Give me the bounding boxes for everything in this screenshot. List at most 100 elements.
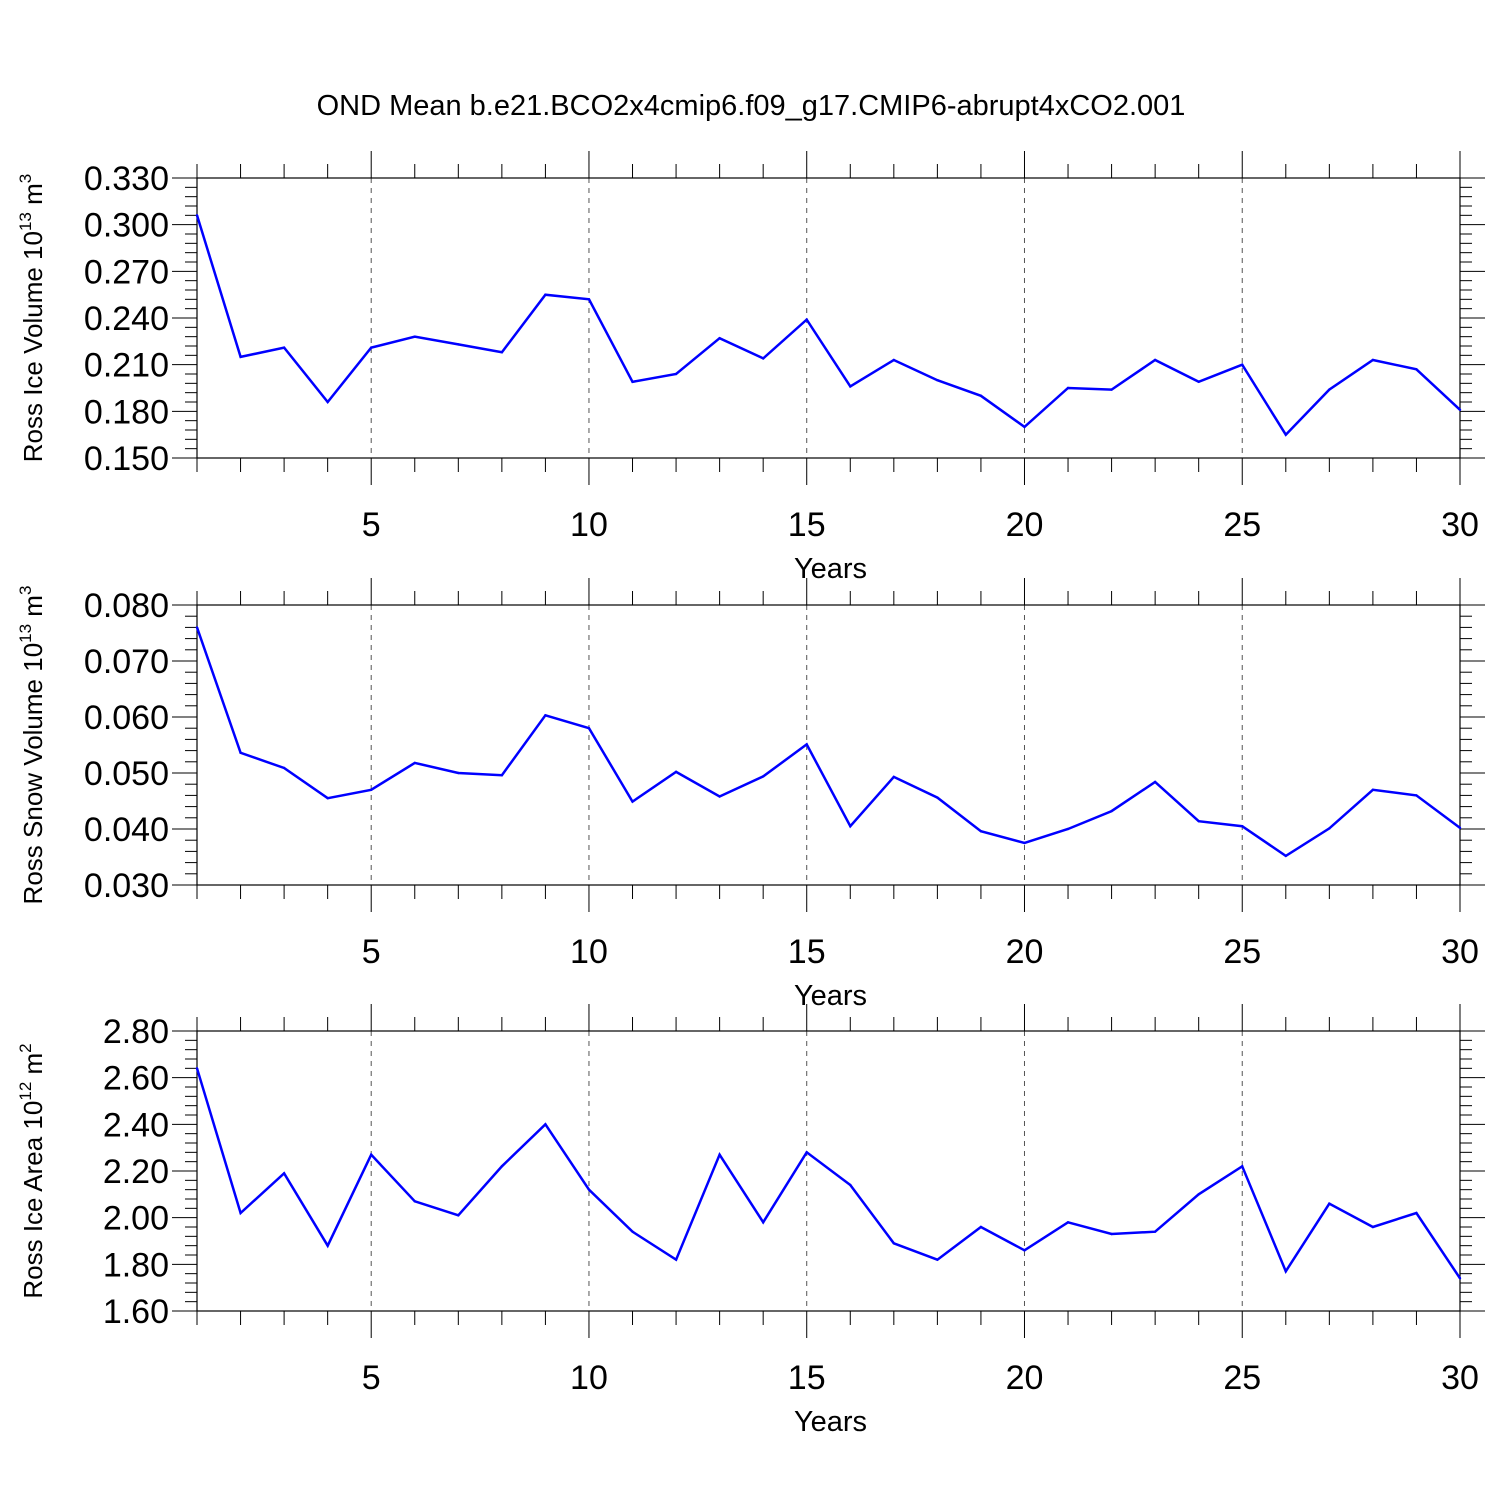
data-point bbox=[1284, 433, 1287, 436]
data-point bbox=[413, 335, 416, 338]
data-point bbox=[1415, 368, 1418, 371]
data-point bbox=[631, 380, 634, 383]
x-tick-label: 30 bbox=[1441, 1359, 1479, 1397]
data-point bbox=[457, 771, 460, 775]
data-point bbox=[718, 795, 721, 798]
data-point bbox=[282, 346, 286, 349]
data-point bbox=[587, 298, 591, 301]
data-point bbox=[761, 775, 765, 778]
x-tick-label: 10 bbox=[570, 1359, 608, 1397]
data-point bbox=[936, 379, 939, 382]
data-point bbox=[544, 714, 547, 717]
x-tick-label: 30 bbox=[1441, 506, 1479, 544]
data-point bbox=[1023, 425, 1026, 429]
data-point bbox=[1110, 809, 1113, 813]
data-point bbox=[805, 743, 808, 746]
data-point bbox=[282, 1172, 286, 1175]
x-tick-label: 10 bbox=[570, 506, 608, 544]
data-point bbox=[761, 1221, 765, 1224]
data-point bbox=[457, 1214, 460, 1217]
data-point bbox=[892, 358, 896, 362]
x-axis-label: Years bbox=[794, 1406, 867, 1438]
y-tick-label: 2.40 bbox=[103, 1106, 169, 1144]
figure-title: OND Mean b.e21.BCO2x4cmip6.f09_g17.CMIP6… bbox=[317, 90, 1186, 122]
y-axis-label: Ross Ice Area 1012 m2 bbox=[16, 1043, 48, 1298]
y-tick-label: 1.60 bbox=[103, 1293, 169, 1331]
data-point bbox=[239, 751, 242, 755]
data-point bbox=[413, 1200, 416, 1203]
data-point bbox=[1328, 1202, 1331, 1205]
data-point bbox=[1371, 1225, 1375, 1229]
x-tick-label: 20 bbox=[1006, 506, 1044, 544]
chart-panel-3: 5 10 15 20 25 30 1.60 1.80 2.00 2.20 2.40 2.60 2.80 Y… bbox=[16, 1004, 1485, 1438]
x-tick-label: 5 bbox=[362, 1359, 381, 1397]
data-point bbox=[1284, 854, 1287, 858]
data-point bbox=[1110, 1232, 1113, 1236]
chart-panel-2: 5 10 15 20 25 30 0.030 0.040 0.050 0.060 0.070 0.08… bbox=[16, 578, 1485, 1012]
x-tick-label: 10 bbox=[570, 933, 608, 971]
y-tick-label: 0.030 bbox=[84, 867, 169, 905]
data-point bbox=[370, 346, 373, 349]
data-point bbox=[631, 800, 634, 803]
y-tick-label: 0.070 bbox=[84, 643, 169, 681]
data-point bbox=[1458, 1277, 1462, 1280]
data-point bbox=[892, 775, 896, 779]
data-point bbox=[1197, 819, 1200, 823]
x-tick-label: 5 bbox=[362, 933, 381, 971]
data-point bbox=[1241, 363, 1244, 366]
data-point bbox=[239, 355, 242, 359]
data-point bbox=[282, 766, 286, 770]
data-point bbox=[849, 825, 852, 828]
data-point bbox=[326, 1244, 329, 1247]
data-point bbox=[239, 1211, 242, 1215]
data-point bbox=[1241, 1165, 1244, 1168]
x-tick-label: 5 bbox=[362, 506, 381, 544]
data-point bbox=[326, 400, 329, 404]
data-point bbox=[1458, 408, 1462, 411]
data-point bbox=[1066, 386, 1070, 390]
data-point bbox=[500, 774, 504, 777]
panels: 5 10 15 20 25 30 0.150 0.180 0.210 0.240 0.270 0.30… bbox=[16, 151, 1485, 1438]
x-tick-label: 25 bbox=[1223, 1359, 1261, 1397]
data-point bbox=[1110, 388, 1113, 391]
data-point bbox=[1153, 358, 1157, 362]
y-tick-label: 2.00 bbox=[103, 1200, 169, 1238]
y-tick-label: 0.300 bbox=[84, 207, 169, 245]
data-point bbox=[805, 1151, 808, 1154]
x-tick-label: 20 bbox=[1006, 1359, 1044, 1397]
data-point bbox=[979, 830, 983, 833]
plot-frame bbox=[196, 604, 1461, 886]
x-tick-label: 25 bbox=[1223, 933, 1261, 971]
x-tick-label: 20 bbox=[1006, 933, 1044, 971]
y-tick-label: 0.040 bbox=[84, 811, 169, 849]
x-tick-label: 25 bbox=[1223, 506, 1261, 544]
y-axis-label: Ross Ice Volume 1013 m3 bbox=[16, 174, 48, 463]
data-point bbox=[805, 318, 808, 321]
y-tick-label: 0.330 bbox=[84, 160, 169, 198]
data-point bbox=[195, 626, 199, 629]
data-point bbox=[370, 788, 373, 791]
data-point bbox=[1197, 1193, 1200, 1196]
data-point bbox=[500, 351, 504, 354]
data-point bbox=[370, 1153, 373, 1156]
data-point bbox=[413, 761, 416, 765]
y-tick-label: 2.20 bbox=[103, 1153, 169, 1191]
data-point bbox=[1458, 826, 1462, 830]
data-point bbox=[1066, 1221, 1070, 1224]
data-point bbox=[674, 1258, 678, 1261]
series-line bbox=[195, 214, 1461, 437]
data-point bbox=[936, 796, 939, 799]
y-tick-label: 2.60 bbox=[103, 1060, 169, 1098]
data-point bbox=[1415, 794, 1418, 797]
data-point bbox=[195, 214, 199, 217]
data-point bbox=[674, 372, 678, 376]
y-tick-label: 1.80 bbox=[103, 1246, 169, 1284]
x-tick-label: 15 bbox=[788, 1359, 826, 1397]
y-tick-label: 0.150 bbox=[84, 440, 169, 478]
data-point bbox=[718, 1153, 721, 1156]
data-point bbox=[544, 293, 547, 296]
y-tick-label: 0.080 bbox=[84, 587, 169, 625]
x-tick-label: 30 bbox=[1441, 933, 1479, 971]
data-point bbox=[587, 1188, 591, 1191]
